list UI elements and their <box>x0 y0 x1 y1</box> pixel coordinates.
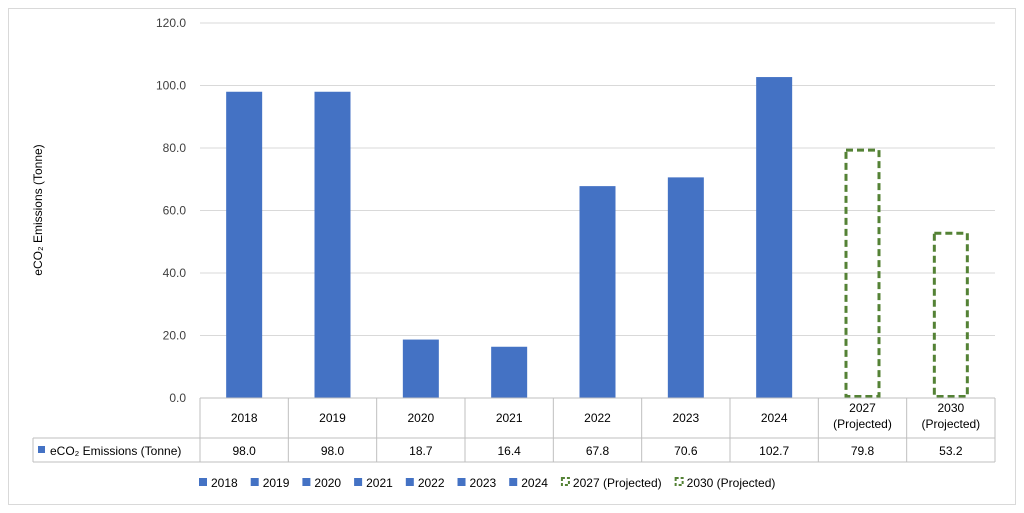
chart-frame <box>8 8 1016 505</box>
bar <box>579 186 616 398</box>
legend-key <box>405 478 414 486</box>
legend-label: 2030 (Projected) <box>687 476 776 490</box>
legend-label: 2024 <box>521 476 548 490</box>
legend-label: 2020 <box>314 476 341 490</box>
legend-key-projected <box>560 477 570 486</box>
legend-key <box>199 478 207 486</box>
legend-key <box>509 478 518 486</box>
data-value-label: 70.6 <box>674 444 698 458</box>
legend-label: 2022 <box>418 476 445 490</box>
bar <box>491 346 528 398</box>
category-label: 2018 <box>231 411 258 425</box>
data-value-label: 102.7 <box>759 444 789 458</box>
legend-label: 2019 <box>263 476 290 490</box>
legend-label: 2021 <box>366 476 393 490</box>
bar <box>667 177 704 398</box>
category-label: 2019 <box>319 411 346 425</box>
legend-key <box>354 478 363 486</box>
bars <box>226 77 969 398</box>
y-axis-ticks: 0.0 20.0 40.0 60.0 80.0 100.0 120.0 <box>156 16 186 405</box>
data-value-label: 98.0 <box>232 444 256 458</box>
bar <box>314 91 351 398</box>
data-value-label: 67.8 <box>586 444 610 458</box>
legend-key <box>250 478 259 486</box>
bar <box>226 91 263 398</box>
legend: 2018 2019 2020 2021 2022 2023 2024 2027 (Projec… <box>199 476 775 490</box>
category-label: (Projected) <box>921 417 980 431</box>
table-series-key <box>38 446 45 453</box>
data-value-label: 79.8 <box>851 444 875 458</box>
category-label: 2027 <box>849 401 876 415</box>
category-label: (Projected) <box>833 417 892 431</box>
category-label: 2030 <box>937 401 964 415</box>
data-value-label: 16.4 <box>497 444 521 458</box>
legend-label: 2023 <box>470 476 497 490</box>
data-value-label: 98.0 <box>321 444 345 458</box>
legend-key-projected <box>674 477 684 486</box>
category-label: 2023 <box>672 411 699 425</box>
y-tick-label: 100.0 <box>156 79 186 93</box>
legend-label: 2018 <box>211 476 238 490</box>
category-label: 2022 <box>584 411 611 425</box>
y-tick-label: 60.0 <box>163 204 187 218</box>
bar-projected <box>932 231 969 398</box>
y-tick-label: 120.0 <box>156 16 186 30</box>
y-tick-label: 20.0 <box>163 329 187 343</box>
y-axis-label: eCO₂ Emissions (Tonne) <box>31 144 45 275</box>
legend-key <box>302 478 311 486</box>
y-tick-label: 80.0 <box>163 141 187 155</box>
y-tick-label: 40.0 <box>163 266 187 280</box>
legend-label: 2027 (Projected) <box>573 476 662 490</box>
legend-key <box>457 478 466 486</box>
table-series-label: eCO₂ Emissions (Tonne) <box>50 444 181 458</box>
category-label: 2024 <box>761 411 788 425</box>
data-value-label: 53.2 <box>939 444 963 458</box>
category-label: 2020 <box>407 411 434 425</box>
y-tick-label: 0.0 <box>169 391 186 405</box>
data-value-label: 18.7 <box>409 444 433 458</box>
bar <box>756 77 793 398</box>
bar-projected <box>844 148 881 398</box>
bar <box>402 339 439 398</box>
category-label: 2021 <box>496 411 523 425</box>
data-table: 2018 98.0 2019 98.0 2020 18.7 2021 16.4 2022 67.8… <box>32 397 996 463</box>
